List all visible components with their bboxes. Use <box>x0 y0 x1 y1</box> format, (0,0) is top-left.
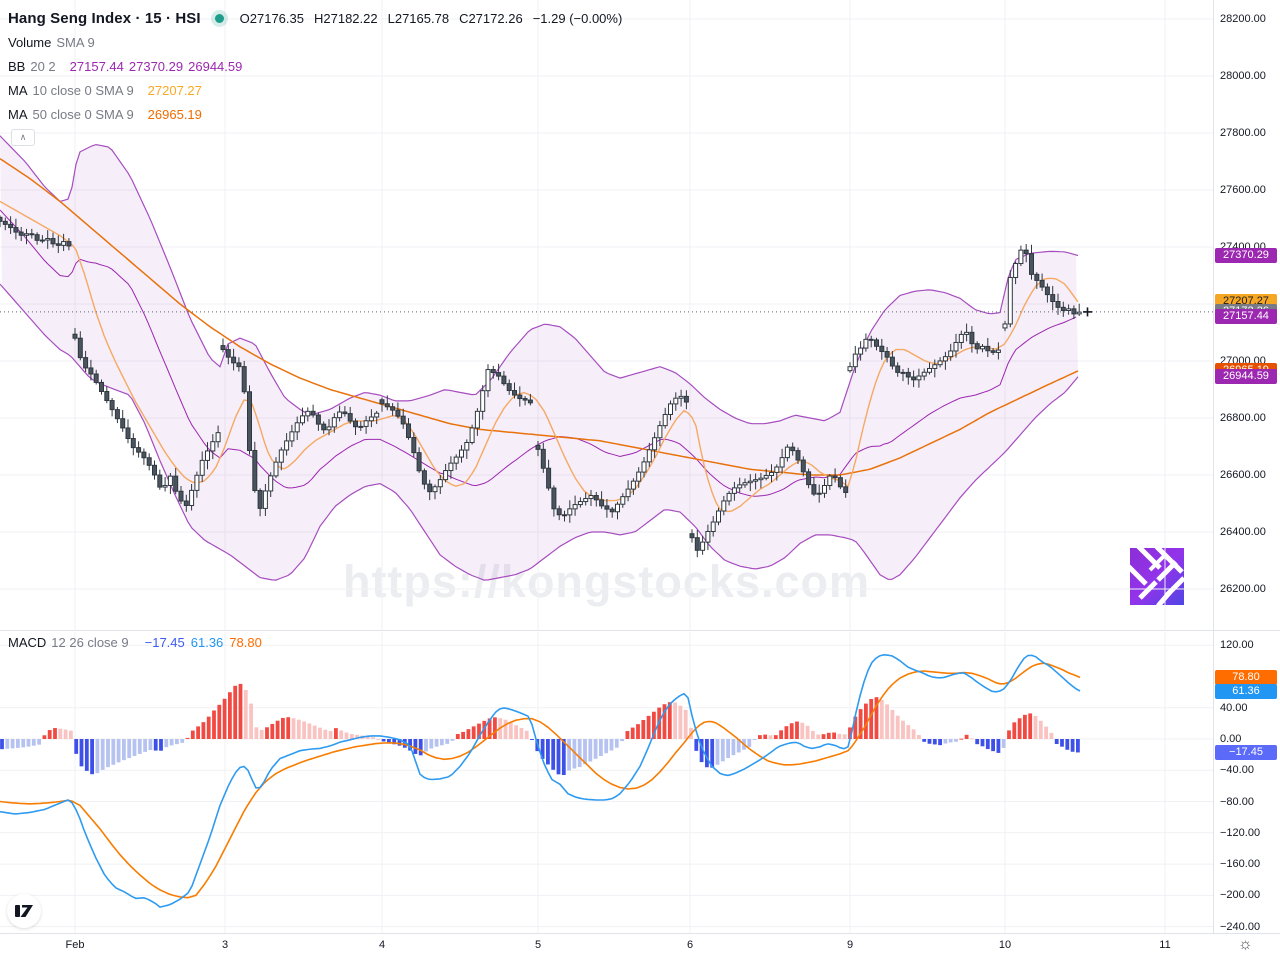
time-tick-label: Feb <box>65 939 85 951</box>
volume-label: Volume <box>8 34 52 50</box>
macd-tick-label: −240.00 <box>1220 920 1261 933</box>
bb-params: 20 2 <box>30 58 56 74</box>
macd-tick-label: 40.00 <box>1220 701 1248 714</box>
macd-tick-label: −200.00 <box>1220 889 1261 902</box>
macd-label: MACD <box>8 634 47 650</box>
ma50-value: 26965.19 <box>147 106 202 122</box>
price-tick-label: 28200.00 <box>1220 13 1266 25</box>
bb-label: BB <box>8 58 26 74</box>
macd-tick-label: −80.00 <box>1220 795 1254 808</box>
collapse-pane-button[interactable]: ∧ <box>11 129 35 146</box>
ohlc-open: O27176.35 <box>239 10 304 26</box>
ohlc-low: L27165.78 <box>387 10 450 26</box>
ma10-indicator-row[interactable]: MA 10 close 0 SMA 9 27207.27 <box>8 78 622 102</box>
time-tick-label: 5 <box>534 939 542 951</box>
macd-indicator-row[interactable]: MACD 12 26 close 9 −17.45 61.36 78.80 <box>8 630 262 654</box>
time-tick-label: 3 <box>221 939 229 951</box>
bb-lower-value: 26944.59 <box>188 58 243 74</box>
macd-hist-value: −17.45 <box>144 634 185 650</box>
price-tick-label: 27600.00 <box>1220 184 1266 196</box>
symbol-title[interactable]: Hang Seng Index · 15 · HSI <box>8 9 201 27</box>
price-tick-label: 26200.00 <box>1220 583 1266 595</box>
volume-params: SMA 9 <box>56 34 95 50</box>
macd-tick-label: −160.00 <box>1220 858 1261 871</box>
ma50-params: 50 close 0 SMA 9 <box>32 106 134 122</box>
price-tick-label: 26800.00 <box>1220 412 1266 424</box>
ma50-indicator-row[interactable]: MA 50 close 0 SMA 9 26965.19 <box>8 102 622 126</box>
macd-signal-value: 78.80 <box>229 634 262 650</box>
market-status-dot <box>214 13 224 23</box>
macd-badge: 78.80 <box>1215 669 1277 685</box>
macd-badge: 61.36 <box>1215 683 1277 699</box>
legend: Hang Seng Index · 15 · HSI O27176.35 H27… <box>8 6 622 126</box>
price-badge: 27157.44 <box>1215 308 1277 324</box>
price-tick-label: 26600.00 <box>1220 469 1266 481</box>
bb-basis-value: 27157.44 <box>69 58 124 74</box>
macd-legend: MACD 12 26 close 9 −17.45 61.36 78.80 <box>8 630 262 654</box>
macd-tick-label: 0.00 <box>1220 733 1242 745</box>
time-tick-label: 6 <box>686 939 694 951</box>
ohlc-close: C27172.26 <box>459 10 523 26</box>
bb-indicator-row[interactable]: BB 20 2 27157.44 27370.29 26944.59 <box>8 54 622 78</box>
site-logo <box>1130 548 1184 605</box>
ma10-value: 27207.27 <box>147 82 202 98</box>
price-chart-canvas[interactable] <box>0 0 1280 630</box>
macd-tick-label: −40.00 <box>1220 764 1254 777</box>
price-tick-label: 28000.00 <box>1220 70 1266 82</box>
macd-chart-canvas[interactable] <box>0 0 1280 935</box>
tv-glyph <box>15 905 33 917</box>
ma50-label: MA <box>8 106 28 122</box>
macd-line-value: 61.36 <box>190 634 224 650</box>
price-axis-border <box>1213 0 1214 933</box>
tradingview-logo[interactable] <box>7 894 41 928</box>
macd-params: 12 26 close 9 <box>51 634 129 650</box>
price-badge: 26944.59 <box>1215 369 1277 385</box>
pane-separator[interactable] <box>0 630 1280 631</box>
ma10-params: 10 close 0 SMA 9 <box>32 82 134 98</box>
volume-indicator-row[interactable]: Volume SMA 9 <box>8 30 622 54</box>
watermark: https://kongstocks.com <box>342 556 871 607</box>
time-axis-separator <box>0 933 1280 934</box>
symbol-row[interactable]: Hang Seng Index · 15 · HSI O27176.35 H27… <box>8 6 622 30</box>
ohlc-change: −1.29 (−0.00%) <box>532 10 623 26</box>
time-tick-label: 11 <box>1159 939 1171 951</box>
time-tick-label: 9 <box>846 939 854 951</box>
macd-badge: −17.45 <box>1215 745 1277 761</box>
ohlc-high: H27182.22 <box>313 10 378 26</box>
time-tick-label: 10 <box>998 939 1012 951</box>
bb-upper-value: 27370.29 <box>128 58 184 74</box>
theme-sun-icon[interactable]: ☼ <box>1238 936 1253 953</box>
time-tick-label: 4 <box>378 939 386 951</box>
macd-tick-label: 120.00 <box>1220 639 1254 652</box>
macd-tick-label: −120.00 <box>1220 826 1261 839</box>
ma10-label: MA <box>8 82 28 98</box>
price-badge: 27370.29 <box>1215 247 1277 263</box>
price-tick-label: 27800.00 <box>1220 127 1266 139</box>
price-tick-label: 26400.00 <box>1220 526 1266 538</box>
